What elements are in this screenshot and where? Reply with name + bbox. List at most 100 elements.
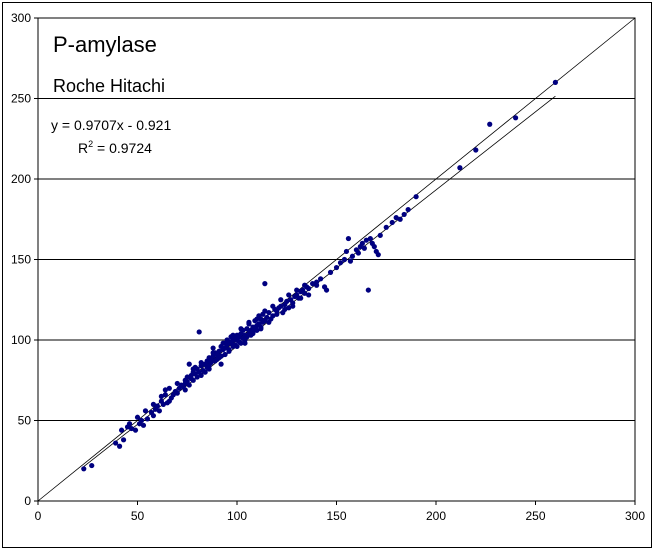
data-point bbox=[210, 345, 216, 351]
data-point bbox=[377, 232, 383, 238]
data-point bbox=[218, 353, 224, 359]
data-point bbox=[186, 361, 192, 367]
data-point bbox=[371, 244, 377, 250]
x-tick-label: 100 bbox=[227, 509, 247, 523]
data-point bbox=[310, 281, 316, 287]
data-point bbox=[160, 401, 166, 407]
data-point bbox=[182, 387, 188, 393]
data-point bbox=[286, 292, 292, 298]
data-point bbox=[302, 282, 308, 288]
data-point bbox=[182, 377, 188, 383]
data-point bbox=[333, 264, 340, 271]
data-point bbox=[282, 306, 288, 313]
data-point bbox=[190, 366, 196, 372]
y-tick-label: 50 bbox=[18, 414, 32, 428]
x-tick-label: 50 bbox=[131, 509, 145, 523]
data-point bbox=[389, 219, 395, 226]
data-point bbox=[290, 303, 296, 309]
data-point bbox=[317, 276, 324, 282]
chart-subtitle: Roche Hitachi bbox=[53, 76, 165, 96]
data-point bbox=[413, 194, 419, 200]
data-point bbox=[140, 422, 147, 428]
data-point bbox=[513, 115, 519, 121]
data-point bbox=[154, 403, 160, 409]
data-point bbox=[242, 340, 248, 346]
data-point bbox=[166, 385, 172, 391]
data-point bbox=[349, 253, 356, 259]
data-point bbox=[343, 248, 350, 255]
y-tick-label: 0 bbox=[24, 494, 31, 508]
data-point bbox=[262, 281, 268, 287]
data-point bbox=[142, 408, 149, 414]
data-point bbox=[116, 443, 123, 449]
data-point bbox=[405, 206, 411, 213]
data-point bbox=[306, 285, 312, 292]
data-point bbox=[174, 390, 180, 396]
data-point bbox=[397, 216, 403, 222]
r-squared-value: = 0.9724 bbox=[93, 140, 152, 156]
data-point bbox=[89, 462, 95, 469]
data-point bbox=[144, 416, 151, 422]
data-point bbox=[365, 287, 371, 293]
identity-line bbox=[37, 17, 636, 502]
y-tick-label: 150 bbox=[11, 253, 31, 267]
data-point bbox=[302, 290, 308, 296]
data-point bbox=[156, 408, 162, 414]
data-point bbox=[361, 245, 367, 251]
data-point bbox=[198, 359, 204, 366]
data-point bbox=[222, 351, 228, 358]
data-point bbox=[355, 250, 361, 256]
data-point bbox=[347, 258, 354, 264]
data-point bbox=[294, 287, 300, 293]
r-squared-superscript: 2 bbox=[88, 139, 93, 149]
data-point bbox=[284, 298, 290, 304]
x-tick-label: 150 bbox=[326, 509, 346, 523]
data-point bbox=[487, 121, 493, 127]
y-tick-label: 250 bbox=[11, 92, 31, 106]
r-squared: R2 = 0.9724 bbox=[78, 139, 152, 156]
data-point bbox=[186, 382, 192, 388]
y-axis-ticks: 0 50 100 150 200 250 300 bbox=[11, 11, 38, 508]
data-points bbox=[81, 79, 559, 472]
data-point bbox=[138, 417, 145, 424]
data-point bbox=[457, 165, 463, 171]
r-squared-prefix: R bbox=[78, 140, 88, 156]
data-point bbox=[345, 235, 352, 242]
data-point bbox=[81, 466, 87, 472]
data-point bbox=[198, 372, 204, 379]
x-tick-label: 0 bbox=[35, 509, 42, 523]
data-point bbox=[278, 297, 284, 303]
data-point bbox=[162, 392, 168, 398]
data-point bbox=[254, 327, 260, 333]
data-point bbox=[174, 380, 180, 387]
data-point bbox=[270, 303, 276, 309]
data-point bbox=[238, 326, 244, 332]
regression-equation: y = 0.9707x - 0.921 bbox=[51, 117, 171, 133]
data-point bbox=[162, 387, 168, 393]
data-point bbox=[126, 421, 133, 427]
data-point bbox=[375, 252, 381, 258]
data-point bbox=[244, 326, 250, 332]
y-tick-label: 100 bbox=[11, 333, 31, 347]
data-point bbox=[341, 256, 348, 263]
data-point bbox=[226, 348, 232, 354]
data-point bbox=[473, 147, 479, 153]
data-point bbox=[196, 329, 202, 335]
x-tick-label: 250 bbox=[525, 509, 545, 523]
data-point bbox=[218, 361, 224, 367]
x-axis-ticks: 0 50 100 150 200 250 300 bbox=[35, 501, 645, 523]
data-point bbox=[238, 340, 244, 346]
chart-title: P-amylase bbox=[53, 32, 157, 57]
data-point bbox=[314, 282, 320, 288]
data-point bbox=[150, 401, 157, 407]
data-point bbox=[258, 326, 264, 332]
data-point bbox=[150, 413, 157, 419]
y-tick-label: 200 bbox=[11, 172, 31, 186]
data-point bbox=[216, 348, 222, 354]
data-point bbox=[118, 427, 125, 433]
data-point bbox=[134, 414, 141, 420]
data-point bbox=[234, 343, 240, 350]
data-point bbox=[222, 340, 228, 346]
